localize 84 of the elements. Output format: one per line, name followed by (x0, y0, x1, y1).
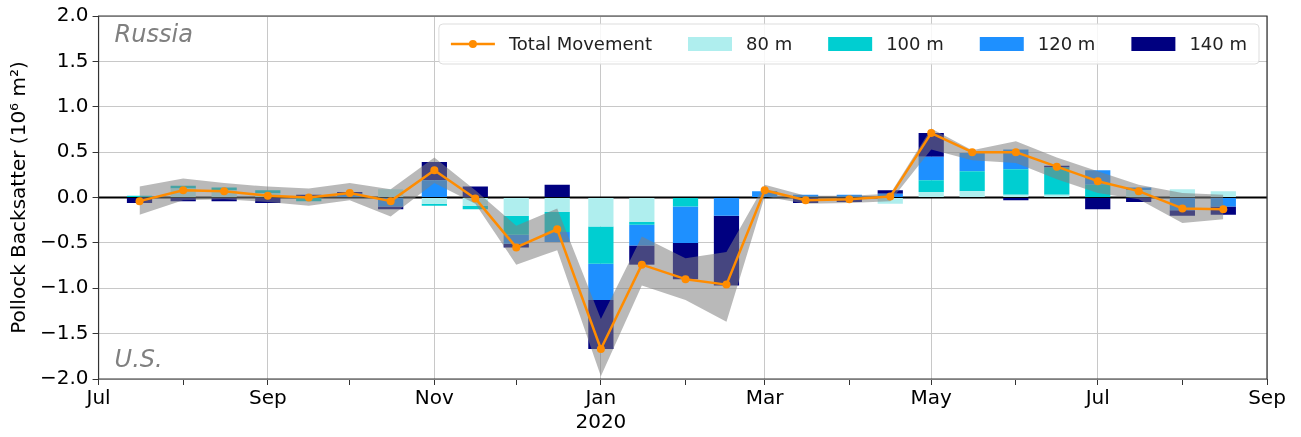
bar (211, 198, 237, 202)
point (760, 186, 769, 195)
bar (588, 263, 614, 301)
legend-label: 100 m (886, 32, 944, 54)
bar (629, 222, 655, 225)
annotation: U.S. (114, 345, 163, 374)
point (1052, 162, 1061, 171)
legend-label: Total Movement (507, 32, 653, 54)
point (886, 192, 895, 201)
bar (959, 191, 985, 197)
bar (672, 242, 699, 280)
bar (1210, 191, 1236, 197)
point (135, 197, 144, 206)
y-tick-label: −1.5 (39, 319, 89, 344)
y-tick-label: 0.0 (56, 183, 89, 208)
bar (1003, 169, 1029, 195)
bar (1085, 184, 1111, 197)
y-tick-label: 1.5 (56, 47, 89, 72)
x-tick-label: Sep (248, 385, 287, 410)
y-tick-label: 1.0 (56, 92, 89, 117)
point (722, 280, 731, 289)
point (596, 345, 605, 354)
y-tick-label: −0.5 (39, 229, 89, 254)
point (637, 260, 646, 269)
bar (629, 245, 655, 265)
bar (959, 171, 985, 192)
point (512, 243, 521, 252)
point (220, 187, 229, 196)
bar (918, 180, 944, 193)
bar (1210, 198, 1236, 207)
bar (544, 184, 570, 197)
bar (544, 198, 570, 213)
bar (588, 198, 614, 227)
point (801, 196, 810, 205)
bar (503, 198, 529, 216)
bar (672, 198, 699, 207)
bar (918, 192, 944, 197)
bar (918, 156, 944, 181)
x-tick-label: Nov (414, 385, 455, 410)
bar (672, 206, 699, 243)
point (179, 186, 188, 195)
bar (629, 198, 655, 222)
bar (959, 153, 985, 172)
bar (588, 226, 614, 264)
bar (421, 180, 447, 197)
x-tick-label: May (910, 385, 953, 410)
point (345, 188, 354, 197)
bar (1169, 210, 1195, 216)
point (1219, 205, 1228, 214)
point (553, 225, 562, 234)
legend-label: 120 m (1037, 32, 1096, 54)
bar (1085, 198, 1111, 210)
bar (255, 198, 281, 203)
legend-label: 140 m (1189, 32, 1248, 54)
x-tick-label: Mar (745, 385, 785, 410)
point (304, 193, 313, 202)
point (1011, 148, 1020, 157)
bar (255, 190, 281, 193)
point (968, 148, 977, 157)
y-tick-label: 0.5 (56, 138, 89, 163)
bar (713, 198, 740, 216)
point (845, 195, 854, 204)
point (1134, 187, 1143, 196)
x-tick-label: Jul (1083, 385, 1110, 410)
x-tick-label: Sep (1248, 385, 1286, 410)
bar (421, 198, 447, 204)
point (386, 197, 395, 206)
y-tick-label: −1.0 (39, 274, 89, 299)
bar (1044, 167, 1070, 195)
point (263, 191, 272, 200)
point (681, 275, 690, 284)
point (471, 194, 480, 203)
bar (503, 215, 529, 235)
bar (629, 224, 655, 246)
y-tick-label: 2.0 (56, 2, 89, 27)
bar (1169, 189, 1195, 197)
annotation: Russia (114, 20, 193, 49)
y-axis-title: Pollock Backsatter (10⁶ m²) (6, 61, 31, 334)
bar (713, 215, 740, 286)
bar (170, 198, 196, 202)
bar (1126, 198, 1152, 203)
point (927, 129, 936, 138)
legend-label: 80 m (746, 32, 793, 54)
x-tick-label: Jan 2020 (575, 385, 627, 434)
